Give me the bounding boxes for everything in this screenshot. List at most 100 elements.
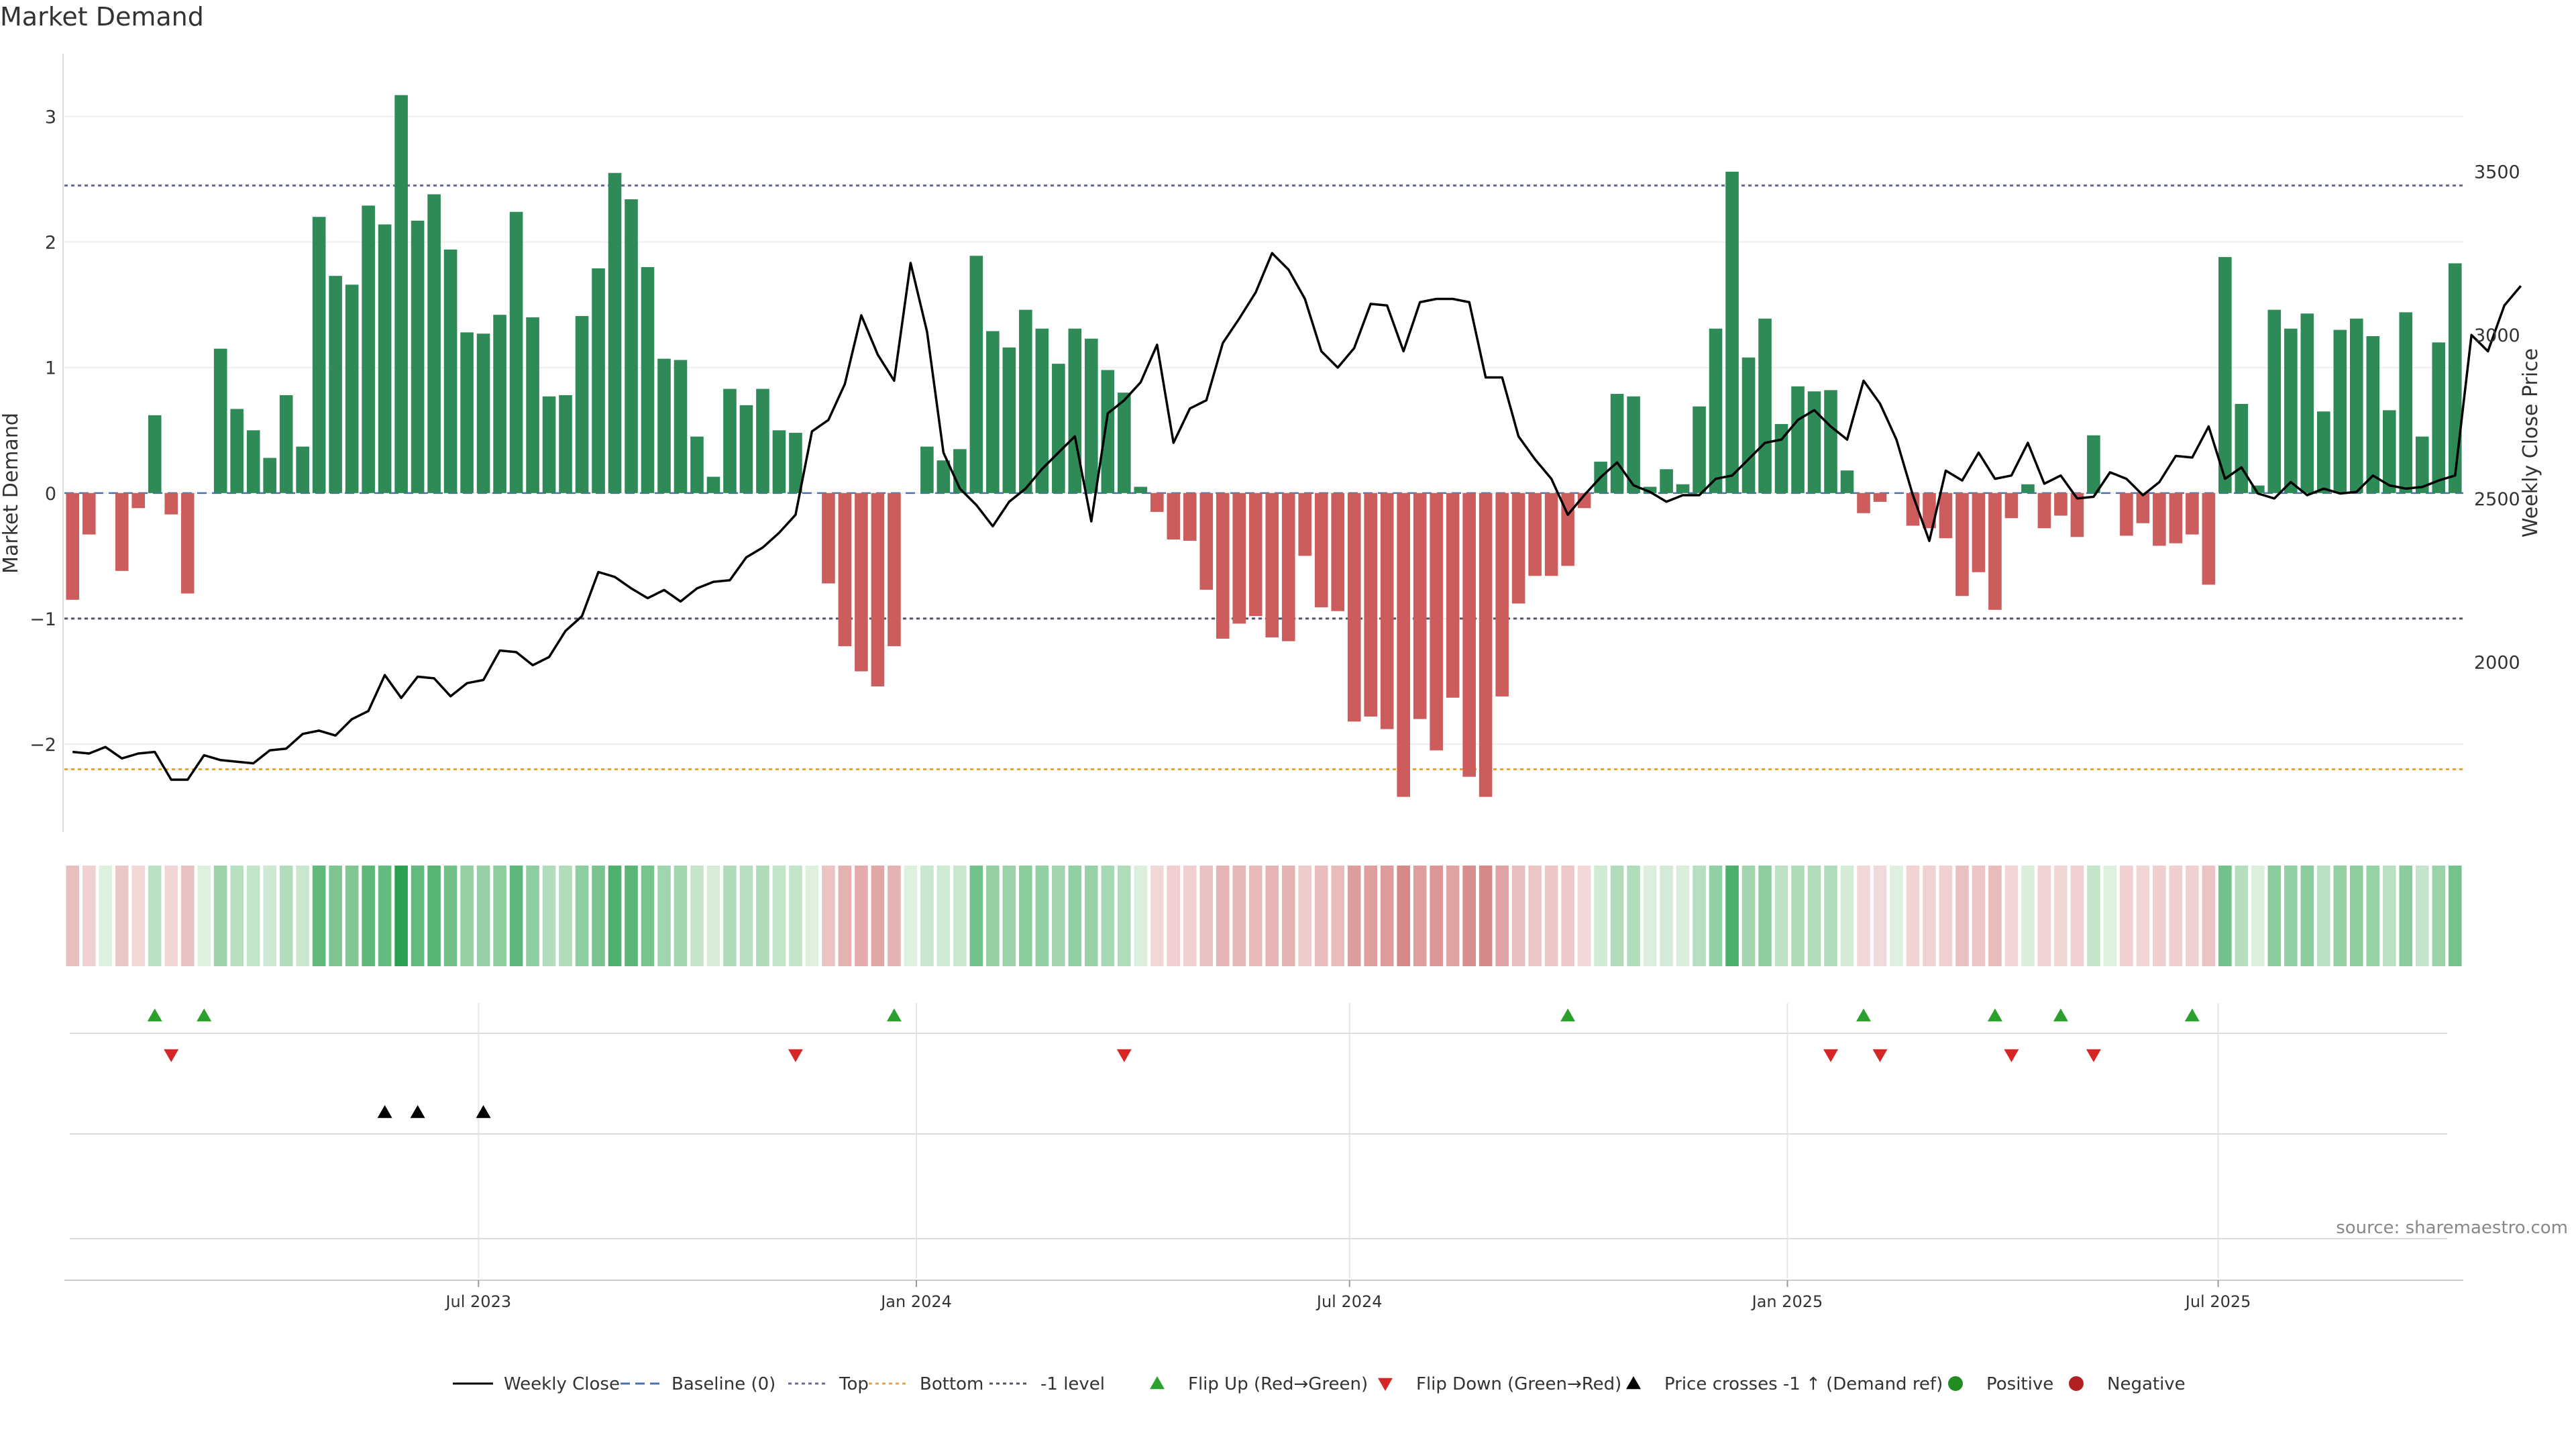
strip-cell [789, 866, 802, 966]
positive-bar [345, 284, 359, 493]
strip-cell [2251, 866, 2265, 966]
strip-cell [641, 866, 655, 966]
strip-cell [1216, 866, 1230, 966]
negative-bar [1462, 492, 1476, 777]
source-note: source: sharemaestro.com [2336, 1218, 2568, 1238]
strip-cell [822, 866, 835, 966]
strip-cell [2399, 866, 2413, 966]
price-cross-marker [476, 1105, 491, 1119]
strip-cell [1774, 866, 1788, 966]
positive-bar [1824, 390, 1837, 493]
strip-cell [871, 866, 885, 966]
positive-bar [493, 315, 506, 493]
strip-cell [1298, 866, 1312, 966]
legend-item: Bottom [869, 1374, 983, 1394]
positive-bar [1660, 469, 1673, 493]
negative-bar [1150, 492, 1164, 512]
strip-cell [2300, 866, 2314, 966]
y-tick-label: −2 [30, 735, 56, 756]
strip-cell [1347, 866, 1361, 966]
strip-cell [1791, 866, 1805, 966]
positive-bar [1035, 328, 1049, 493]
positive-bar [1118, 393, 1131, 493]
strip-cell [509, 866, 523, 966]
negative-bar [1364, 492, 1378, 717]
positive-bar [362, 205, 375, 493]
strip-cell [82, 866, 96, 966]
legend-label: Flip Up (Red→Green) [1188, 1374, 1368, 1394]
negative-bar [1577, 492, 1591, 509]
strip-cell [263, 866, 276, 966]
strip-cell [625, 866, 638, 966]
strip-cell [986, 866, 1000, 966]
strip-cell [592, 866, 605, 966]
strip-cell [312, 866, 326, 966]
strip-cell [2153, 866, 2166, 966]
positive-bar [1052, 364, 1065, 493]
negative-bar [1857, 492, 1870, 513]
strip-cell [1002, 866, 1016, 966]
y2-tick-label: 2000 [2474, 653, 2520, 674]
positive-bar [641, 267, 655, 493]
positive-bar [394, 95, 408, 493]
positive-bar [657, 358, 671, 493]
strip-cell [1627, 866, 1640, 966]
strip-cell [2037, 866, 2051, 966]
positive-bar [1643, 486, 1657, 493]
strip-cell [969, 866, 983, 966]
strip-cell [148, 866, 162, 966]
strip-cell [164, 866, 178, 966]
positive-bar [2251, 485, 2265, 493]
demand-bars [66, 95, 2462, 797]
positive-bar [1725, 171, 1739, 493]
flip-down-marker [1823, 1049, 1839, 1062]
strip-cell [345, 866, 359, 966]
negative-bar [822, 492, 835, 584]
strip-cell [131, 866, 146, 966]
negative-bar [2202, 492, 2216, 585]
strip-cell [739, 866, 753, 966]
strip-cell [2169, 866, 2183, 966]
positive-bar [706, 476, 720, 493]
negative-bar [2153, 492, 2166, 546]
flip-down-marker [1116, 1049, 1132, 1062]
strip-cell [2120, 866, 2133, 966]
strip-cell [542, 866, 556, 966]
strip-cell [493, 866, 506, 966]
positive-bar [723, 388, 737, 493]
legend-item: -1 level [989, 1374, 1105, 1394]
positive-bar [2300, 313, 2314, 493]
negative-bar [871, 492, 885, 686]
negative-bar [1544, 492, 1558, 576]
legend-item: Flip Up (Red→Green) [1150, 1374, 1368, 1394]
strip-cell [394, 866, 408, 966]
positive-bar [1068, 328, 1082, 493]
legend-swatch [1378, 1378, 1393, 1391]
strip-cell [2349, 866, 2363, 966]
positive-bar [2349, 318, 2363, 493]
y2-axis-label: Weekly Close Price [2519, 348, 2542, 537]
strip-cell [2366, 866, 2380, 966]
flip-up-marker [2184, 1008, 2200, 1022]
negative-bar [1495, 492, 1509, 696]
positive-bar [246, 430, 260, 493]
negative-bar [1281, 492, 1295, 641]
strip-cell [888, 866, 901, 966]
positive-bar [329, 276, 342, 493]
strip-cell [1281, 866, 1295, 966]
negative-bar [115, 492, 129, 571]
positive-bar [2333, 329, 2347, 493]
positive-bar [1101, 370, 1115, 493]
negative-bar [855, 492, 868, 672]
flip-down-marker [1872, 1049, 1888, 1062]
positive-bar [789, 433, 802, 493]
positive-bar [2448, 263, 2462, 493]
strip-cell [2054, 866, 2068, 966]
positive-bar [2432, 342, 2446, 493]
positive-bar [575, 316, 589, 493]
price-cross-marker [377, 1105, 392, 1119]
negative-bar [1939, 492, 1953, 539]
negative-bar [2169, 492, 2183, 543]
strip-cell [2415, 866, 2429, 966]
